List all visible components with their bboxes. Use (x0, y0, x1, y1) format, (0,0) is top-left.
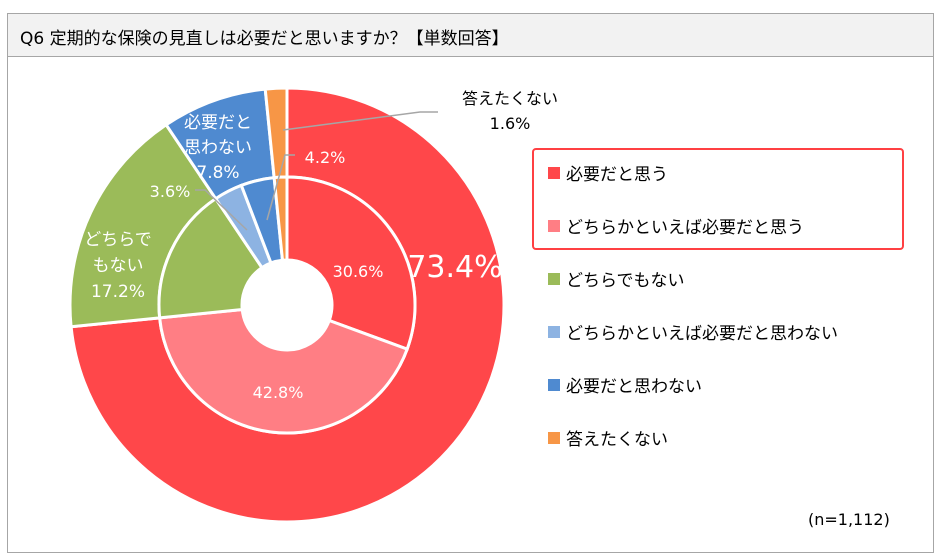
legend-swatch (548, 325, 560, 338)
data-label: 4.2% (305, 148, 346, 167)
data-label: 30.6% (333, 262, 384, 281)
inner-slice (285, 175, 417, 352)
leader-line (195, 189, 248, 231)
legend-label: どちらでもない (566, 271, 685, 291)
data-label: どちらで (84, 230, 152, 250)
data-label: 7.8% (196, 163, 239, 183)
legend-item: 答えたくない (548, 425, 668, 450)
data-label: 答えたくない (462, 89, 558, 108)
data-label: 3.6% (150, 182, 191, 201)
data-label: もない (93, 256, 144, 276)
legend-item: 必要だと思わない (548, 372, 702, 397)
title-bar: Q6 定期的な保険の見直しは必要だと思いますか？【単数回答】 (8, 14, 933, 57)
legend-item: どちらでもない (548, 266, 685, 291)
leader-line (282, 111, 438, 131)
data-label: 思わない (184, 138, 252, 158)
legend-swatch (548, 378, 560, 391)
sample-size-note: (n=1,112) (808, 510, 890, 529)
data-label: 17.2% (91, 282, 145, 302)
leader-line (266, 154, 295, 221)
inner-slice (158, 307, 410, 435)
legend-swatch (548, 272, 560, 285)
legend-swatch (548, 431, 560, 444)
legend-swatch (548, 166, 560, 179)
data-label: 必要だと (184, 113, 252, 133)
legend-swatch (548, 219, 560, 232)
legend-item: どちらかといえば必要だと思う (548, 213, 804, 238)
legend-label: どちらかといえば必要だと思う (566, 218, 804, 238)
legend-item: どちらかといえば必要だと思わない (548, 319, 838, 344)
inner-slice (157, 196, 265, 320)
legend-label: 必要だと思う (566, 165, 668, 185)
data-label: 42.8% (253, 383, 304, 402)
chart-title: Q6 定期的な保険の見直しは必要だと思いますか？【単数回答】 (20, 29, 509, 49)
legend-label: どちらかといえば必要だと思わない (566, 324, 838, 344)
legend-highlight-box (532, 148, 904, 250)
legend-label: 答えたくない (566, 430, 668, 450)
data-label: 73.4% (407, 250, 502, 285)
legend-item: 必要だと思う (548, 160, 668, 185)
data-label: 1.6% (490, 114, 531, 133)
legend-label: 必要だと思わない (566, 377, 702, 397)
